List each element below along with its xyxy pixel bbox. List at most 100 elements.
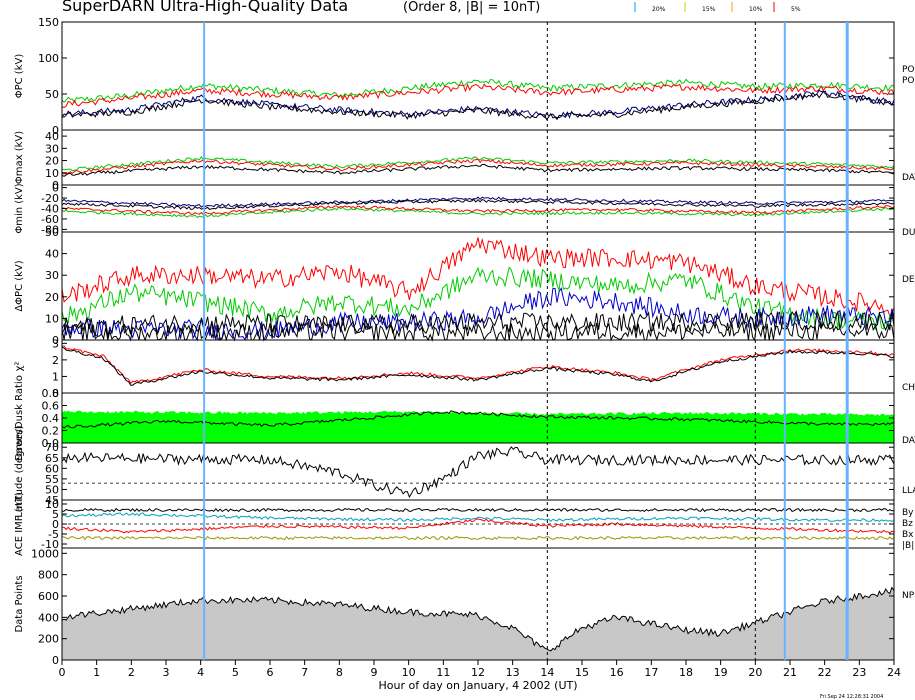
xtick-label-22: 22 [818, 666, 832, 679]
ytick-label-delta-phi-4: 40 [45, 248, 59, 261]
panel-chi2: 0 1 2 3 χ² CH [14, 337, 915, 400]
ytick-label-data-points-1: 200 [38, 633, 59, 646]
xtick-label-4: 4 [197, 666, 204, 679]
ytick-label-phi-max-3: 30 [45, 142, 59, 155]
right-label-imf-0: By [902, 508, 914, 518]
right-label-chi2-0: CH [902, 383, 915, 393]
series-line-phi-max-2 [61, 163, 895, 177]
right-label-imf-1: Bz [902, 519, 913, 529]
series-line-phi-min-1 [61, 205, 895, 216]
xtick-label-3: 3 [163, 666, 170, 679]
ytick-label-phi-pc-1: 50 [45, 88, 59, 101]
xtick-label-14: 14 [540, 666, 554, 679]
ylabel-dawn-dusk: Dawn/Dusk Ratio [14, 375, 25, 461]
ytick-label-delta-phi-5: 50 [45, 226, 59, 239]
ytick-label-imf-0: -10 [41, 538, 59, 551]
ytick-label-imf-1: -5 [48, 528, 59, 541]
ytick-label-phi-min-0: -80 [41, 223, 59, 236]
x-axis: 0 1 2 3 4 5 6 7 8 9 10 11 12 13 14 15 16 17 18 19 20 21 22 23 24 [59, 660, 901, 679]
right-label-data-points-0: NP [902, 591, 915, 601]
ytick-label-latitude-4: 65 [45, 452, 59, 465]
ylabel-delta-phi: ΔΦPC (kV) [14, 260, 25, 311]
ytick-label-imf-3: 5 [52, 508, 59, 521]
panel-delta-phi: 0 10 20 30 40 50 ΔΦPC (kV) DE [14, 226, 915, 347]
series-line-phi-pc-1 [61, 83, 895, 108]
ylabel-chi2: χ² [14, 362, 25, 372]
ylabel-phi-max: Φmax (kV) [14, 131, 25, 184]
series-line-delta-phi-4 [61, 320, 895, 342]
ytick-label-dawn-dusk-1: 0.2 [42, 425, 60, 438]
ytick-label-imf-4: 10 [45, 498, 59, 511]
series-line-chi2-1 [61, 346, 895, 386]
ytick-label-dawn-dusk-4: 0.8 [42, 387, 60, 400]
ytick-label-data-points-4: 800 [38, 569, 59, 582]
ytick-label-chi2-3: 3 [52, 337, 59, 350]
right-label-phi-max-0: DAY [902, 173, 915, 183]
series-line-imf-1 [61, 512, 895, 523]
ytick-label-phi-pc-3: 150 [38, 16, 59, 29]
series-line-phi-pc-2 [61, 89, 895, 119]
xtick-label-1: 1 [93, 666, 100, 679]
xtick-label-24: 24 [887, 666, 901, 679]
panel-data-points: 0 200 400 600 800 1000 Data Points NP [14, 547, 915, 667]
ytick-label-data-points-2: 400 [38, 611, 59, 624]
series-line-phi-max-1 [61, 158, 895, 175]
xtick-label-16: 16 [610, 666, 624, 679]
ytick-label-phi-max-4: 40 [45, 130, 59, 143]
xtick-label-20: 20 [748, 666, 762, 679]
legend-label-0: 20% [652, 6, 666, 13]
ytick-label-phi-pc-0: 0 [52, 124, 59, 137]
ytick-label-phi-pc-2: 100 [38, 52, 59, 65]
legend-label-2: 10% [749, 6, 763, 13]
series-fill-data-points-0 [62, 587, 894, 660]
ytick-label-delta-phi-3: 30 [45, 269, 59, 282]
frame-chi2 [61, 339, 895, 394]
xtick-label-2: 2 [128, 666, 135, 679]
ylabel-imf: ACE IMF (nT) [14, 492, 25, 556]
ytick-label-phi-min-4: 0 [52, 182, 59, 195]
legend-label-3: 5% [791, 6, 801, 13]
ytick-label-latitude-2: 55 [45, 473, 59, 486]
right-label-delta-phi-0: DE [902, 275, 915, 285]
xtick-label-23: 23 [852, 666, 866, 679]
ytick-label-latitude-0: 45 [45, 494, 59, 507]
ytick-label-data-points-5: 1000 [31, 547, 59, 560]
ytick-label-delta-phi-1: 10 [45, 312, 59, 325]
x-axis-label: Hour of day on January, 4 2002 (UT) [378, 679, 577, 692]
ytick-label-data-points-3: 600 [38, 590, 59, 603]
figure-title: SuperDARN Ultra-High-Quality Data [62, 0, 348, 15]
ytick-label-data-points-0: 0 [52, 654, 59, 667]
ylabel-phi-min: Φmin (kV) [14, 183, 25, 233]
series-line-phi-pc-0 [61, 78, 895, 104]
xtick-label-10: 10 [402, 666, 416, 679]
xtick-label-8: 8 [336, 666, 343, 679]
ytick-label-dawn-dusk-0: 0.0 [42, 437, 60, 450]
series-fill-dawn-dusk-0 [62, 410, 894, 443]
ytick-label-dawn-dusk-3: 0.6 [42, 400, 60, 413]
ytick-label-delta-phi-0: 0 [52, 334, 59, 347]
xtick-label-19: 19 [714, 666, 728, 679]
ytick-label-chi2-2: 2 [52, 354, 59, 367]
ytick-label-phi-min-1: -60 [41, 213, 59, 226]
ylabel-data-points: Data Points [14, 575, 25, 632]
xtick-label-13: 13 [506, 666, 520, 679]
series-line-imf-2 [61, 535, 895, 541]
ylabel-latitude: Latitude (degrees) [14, 425, 25, 517]
right-label-imf-2: Bx [902, 530, 914, 540]
right-label-dawn-dusk-0: DAY [902, 436, 915, 446]
figure-subtitle: (Order 8, |B| = 10nT) [403, 0, 540, 15]
timestamp: Fri Sep 24 12:28:31 2004 [820, 694, 883, 700]
xtick-label-11: 11 [436, 666, 450, 679]
frame-phi-pc [61, 21, 895, 131]
series-line-phi-min-3 [61, 198, 895, 211]
ytick-label-latitude-3: 60 [45, 462, 59, 475]
ytick-label-phi-min-2: -40 [41, 203, 59, 216]
ytick-label-phi-max-1: 10 [45, 167, 59, 180]
right-label-imf-3: |B| [902, 541, 914, 551]
frame-latitude [61, 442, 895, 501]
ytick-label-imf-2: 0 [52, 518, 59, 531]
